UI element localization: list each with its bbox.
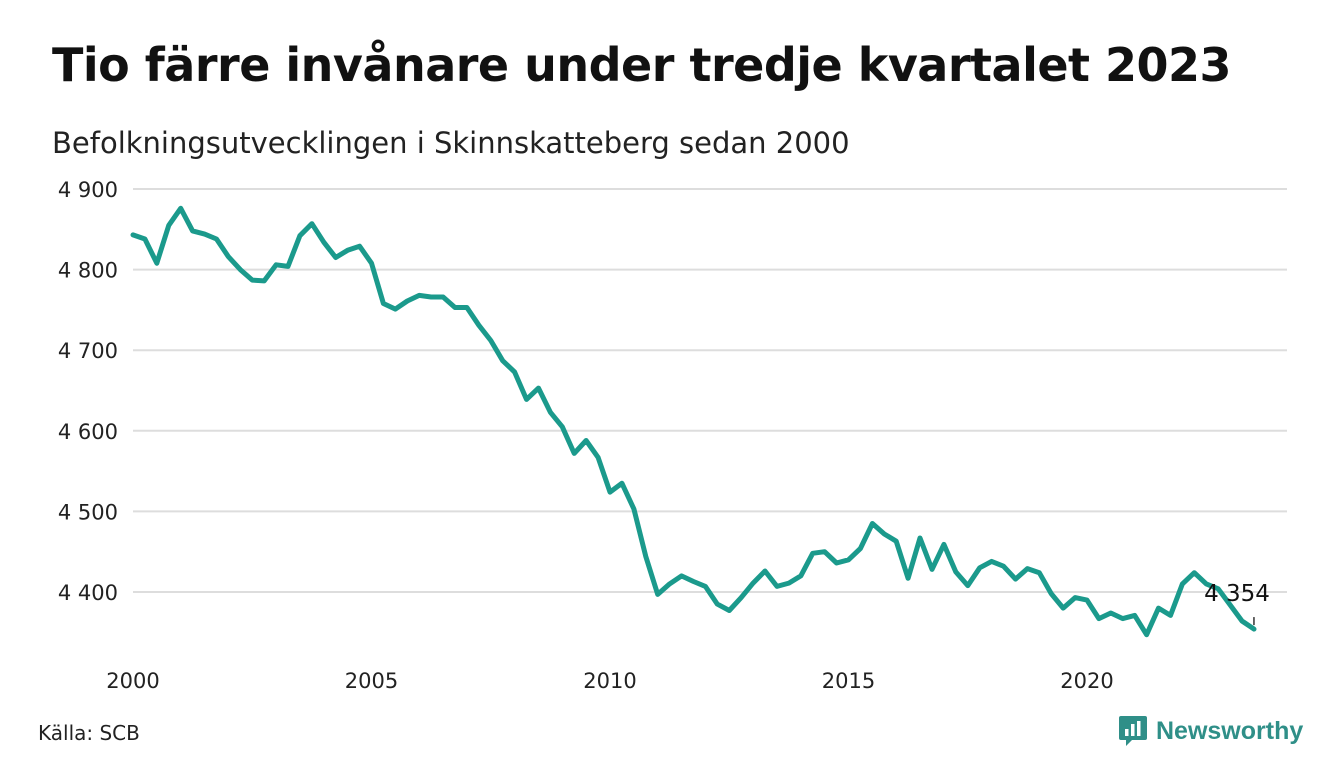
series-line <box>130 205 1257 638</box>
bar-chart-speech-bubble-icon <box>1119 716 1147 746</box>
y-tick-label: 4 800 <box>58 259 118 283</box>
chart-title: Tio färre invånare under tredje kvartale… <box>52 38 1232 92</box>
x-tick-label: 2010 <box>583 669 636 693</box>
y-tick-label: 4 900 <box>58 178 118 202</box>
brand-logo: Newsworthy <box>1118 714 1303 748</box>
brand-name: Newsworthy <box>1156 716 1304 745</box>
y-tick-label: 4 700 <box>58 339 118 363</box>
x-tick-label: 2005 <box>345 669 398 693</box>
y-tick-label: 4 600 <box>58 420 118 444</box>
end-value-label: 4 354 <box>1204 581 1270 607</box>
y-tick-label: 4 400 <box>58 581 118 605</box>
x-tick-label: 2020 <box>1060 669 1113 693</box>
x-tick-label: 2000 <box>106 669 159 693</box>
x-tick-label: 2015 <box>822 669 875 693</box>
source-note: Källa: SCB <box>38 721 140 745</box>
y-tick-label: 4 500 <box>58 500 118 524</box>
chart-subtitle: Befolkningsutvecklingen i Skinnskatteber… <box>52 126 850 160</box>
